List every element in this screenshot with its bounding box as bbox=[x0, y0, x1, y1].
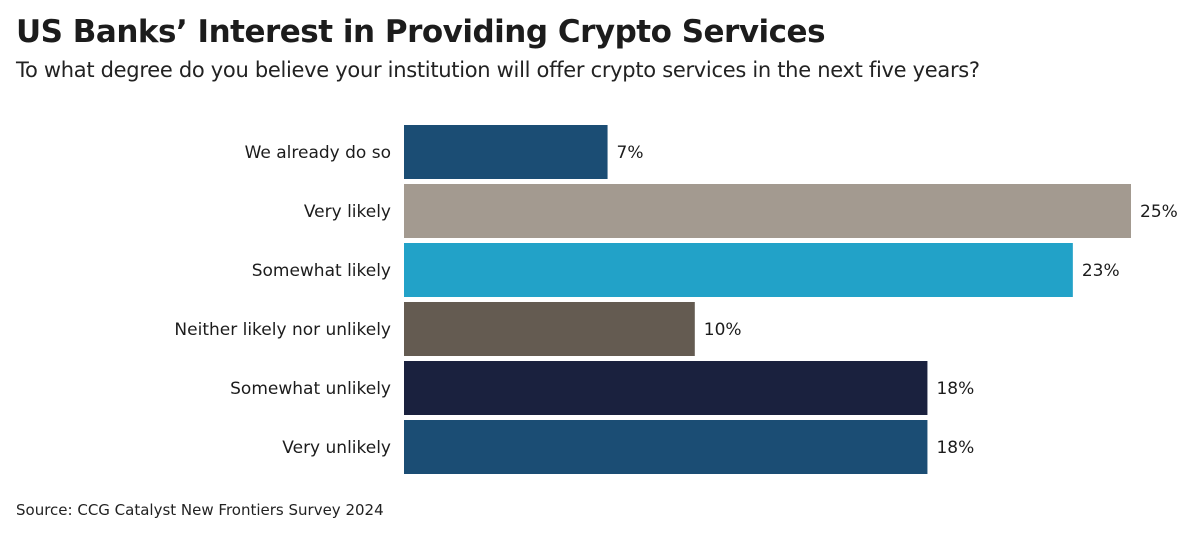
category-label: Very unlikely bbox=[282, 438, 391, 458]
bar-group: Somewhat likely 23% bbox=[252, 243, 1120, 297]
bar bbox=[404, 420, 928, 474]
value-label: 23% bbox=[1082, 261, 1120, 281]
bar-group: Very likely 25% bbox=[304, 184, 1178, 238]
value-label: 10% bbox=[704, 320, 742, 340]
bar-group: Neither likely nor unlikely 10% bbox=[174, 302, 742, 356]
category-label: Somewhat likely bbox=[252, 261, 391, 281]
value-label: 25% bbox=[1140, 202, 1178, 222]
bar bbox=[404, 361, 928, 415]
bar bbox=[404, 125, 608, 179]
chart-subtitle: To what degree do you believe your insti… bbox=[16, 58, 980, 82]
chart-title: US Banks’ Interest in Providing Crypto S… bbox=[16, 14, 826, 50]
category-label: We already do so bbox=[245, 143, 391, 163]
value-label: 7% bbox=[617, 143, 644, 163]
bar bbox=[404, 184, 1131, 238]
source-note: Source: CCG Catalyst New Frontiers Surve… bbox=[16, 501, 384, 519]
bar-group: Somewhat unlikely 18% bbox=[230, 361, 974, 415]
category-label: Somewhat unlikely bbox=[230, 379, 391, 399]
bar bbox=[404, 243, 1073, 297]
bar bbox=[404, 302, 695, 356]
value-label: 18% bbox=[936, 438, 974, 458]
category-label: Neither likely nor unlikely bbox=[174, 320, 391, 340]
value-label: 18% bbox=[936, 379, 974, 399]
bar-group: Very unlikely 18% bbox=[282, 420, 974, 474]
bar-group: We already do so 7% bbox=[245, 125, 644, 179]
category-label: Very likely bbox=[304, 202, 391, 222]
